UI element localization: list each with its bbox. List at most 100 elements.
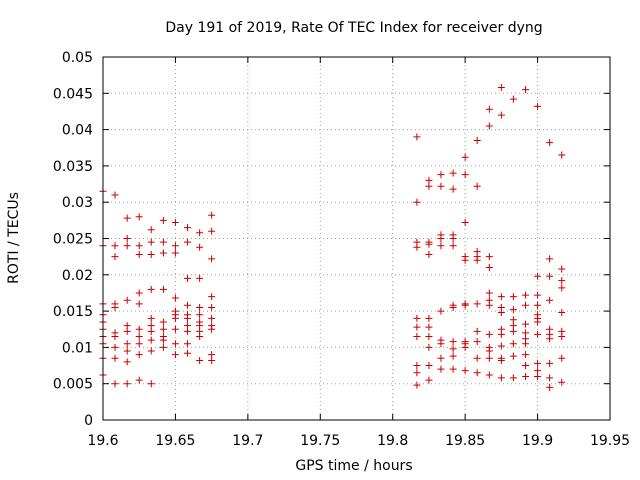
data-point: [437, 340, 445, 348]
data-point: [413, 323, 421, 331]
data-point: [473, 300, 481, 308]
data-point: [123, 358, 131, 366]
data-point: [123, 380, 131, 388]
y-tick-label: 0.045: [53, 86, 93, 102]
data-point: [425, 240, 433, 248]
data-point: [135, 325, 143, 333]
data-point: [497, 356, 505, 364]
data-point: [183, 327, 191, 335]
data-point: [558, 378, 566, 386]
data-point: [522, 362, 530, 370]
data-point: [473, 354, 481, 362]
data-point: [413, 333, 421, 341]
data-point: [123, 235, 131, 242]
data-point: [485, 371, 493, 379]
data-point: [546, 296, 554, 304]
chart-title: Day 191 of 2019, Rate Of TEC Index for r…: [165, 20, 542, 36]
data-point: [147, 250, 155, 258]
y-tick-label: 0.03: [62, 195, 93, 211]
data-point: [461, 171, 469, 179]
data-point: [135, 300, 143, 308]
data-point: [159, 285, 167, 293]
grid-lines: [103, 57, 610, 420]
data-point: [147, 380, 155, 388]
data-point: [413, 133, 421, 141]
data-point: [159, 343, 167, 351]
data-point: [546, 374, 554, 382]
data-point: [437, 182, 445, 190]
data-point: [171, 242, 179, 250]
y-tick-label: 0.025: [53, 232, 93, 248]
data-point: [534, 372, 542, 380]
data-point: [497, 293, 505, 301]
data-point: [183, 340, 191, 348]
data-point: [449, 242, 457, 250]
data-point: [183, 274, 191, 282]
data-point: [449, 303, 457, 311]
data-point: [111, 333, 119, 341]
data-point: [437, 365, 445, 373]
data-point: [183, 314, 191, 322]
data-point: [196, 303, 204, 311]
data-point: [473, 256, 481, 264]
data-point: [111, 354, 119, 362]
data-point: [425, 376, 433, 384]
y-axis-label: ROTI / TECUs: [6, 192, 22, 284]
data-point: [497, 111, 505, 119]
data-point: [171, 249, 179, 257]
data-point: [208, 325, 216, 333]
y-tick-label: 0.035: [53, 159, 93, 175]
data-point: [135, 250, 143, 258]
data-point: [509, 95, 517, 103]
data-point: [522, 301, 530, 309]
data-point: [546, 359, 554, 367]
axis-ticks: 19.6 19.65 19.7 19.75 19.8 19.85 19.9 19.95 0 0.0…: [53, 50, 630, 449]
data-point: [171, 294, 179, 302]
data-point: [509, 374, 517, 382]
data-point: [208, 293, 216, 301]
data-point: [208, 255, 216, 263]
data-point: [509, 327, 517, 335]
data-point: [171, 219, 179, 227]
data-point: [159, 336, 167, 344]
data-point: [461, 343, 469, 351]
data-point: [546, 383, 554, 391]
data-point: [558, 333, 566, 341]
data-point: [196, 243, 204, 251]
data-point: [183, 224, 191, 232]
data-point: [461, 301, 469, 309]
data-point: [135, 242, 143, 250]
data-point: [208, 227, 216, 235]
data-point: [425, 343, 433, 351]
data-point: [509, 293, 517, 301]
data-point: [135, 376, 143, 384]
data-point: [473, 136, 481, 144]
data-point: [413, 369, 421, 377]
data-point: [147, 336, 155, 344]
data-point: [183, 238, 191, 246]
data-point: [123, 242, 131, 250]
data-point: [485, 301, 493, 309]
data-point: [425, 362, 433, 370]
data-point: [196, 229, 204, 237]
x-tick-label: 19.9: [522, 433, 553, 449]
data-point: [522, 340, 530, 348]
data-point: [413, 198, 421, 206]
data-point: [147, 314, 155, 322]
data-point: [208, 211, 216, 219]
data-point: [449, 338, 457, 346]
data-point: [473, 338, 481, 346]
data-point: [497, 374, 505, 382]
data-point: [546, 255, 554, 263]
data-point: [509, 340, 517, 348]
data-point: [558, 354, 566, 362]
data-point: [558, 277, 566, 285]
data-point: [534, 330, 542, 338]
data-point: [196, 274, 204, 282]
data-point: [534, 359, 542, 367]
data-point: [208, 356, 216, 364]
data-point: [171, 340, 179, 348]
data-point: [558, 284, 566, 292]
data-point: [425, 250, 433, 258]
data-point: [449, 235, 457, 242]
